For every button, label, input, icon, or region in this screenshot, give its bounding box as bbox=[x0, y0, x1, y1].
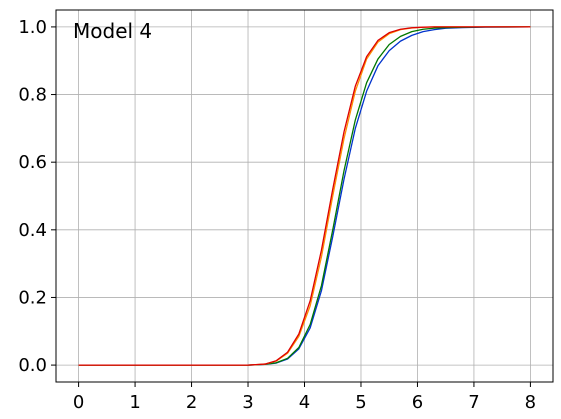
y-tick-label: 0.4 bbox=[18, 220, 47, 241]
y-tick-label: 1.0 bbox=[18, 17, 47, 38]
y-tick-label: 0.8 bbox=[18, 85, 47, 106]
y-tick-label: 0.0 bbox=[18, 355, 47, 376]
series-line-red bbox=[78, 26, 531, 366]
model-label: Model 4 bbox=[73, 19, 152, 43]
x-tick-label: 3 bbox=[242, 392, 253, 413]
y-tick-label: 0.6 bbox=[18, 152, 47, 173]
ticks: 0 1 2 3 4 5 6 7 8 0.0 0.2 0.4 0.6 0.8 1.0 bbox=[18, 17, 536, 413]
y-tick-label: 0.2 bbox=[18, 287, 47, 308]
x-tick-label: 7 bbox=[468, 392, 479, 413]
series-lines bbox=[78, 26, 531, 366]
x-tick-label: 4 bbox=[299, 392, 310, 413]
x-tick-label: 0 bbox=[73, 392, 84, 413]
x-tick-label: 6 bbox=[412, 392, 423, 413]
x-tick-label: 2 bbox=[186, 392, 197, 413]
x-tick-label: 8 bbox=[525, 392, 536, 413]
x-tick-label: 1 bbox=[129, 392, 140, 413]
x-tick-label: 5 bbox=[355, 392, 366, 413]
